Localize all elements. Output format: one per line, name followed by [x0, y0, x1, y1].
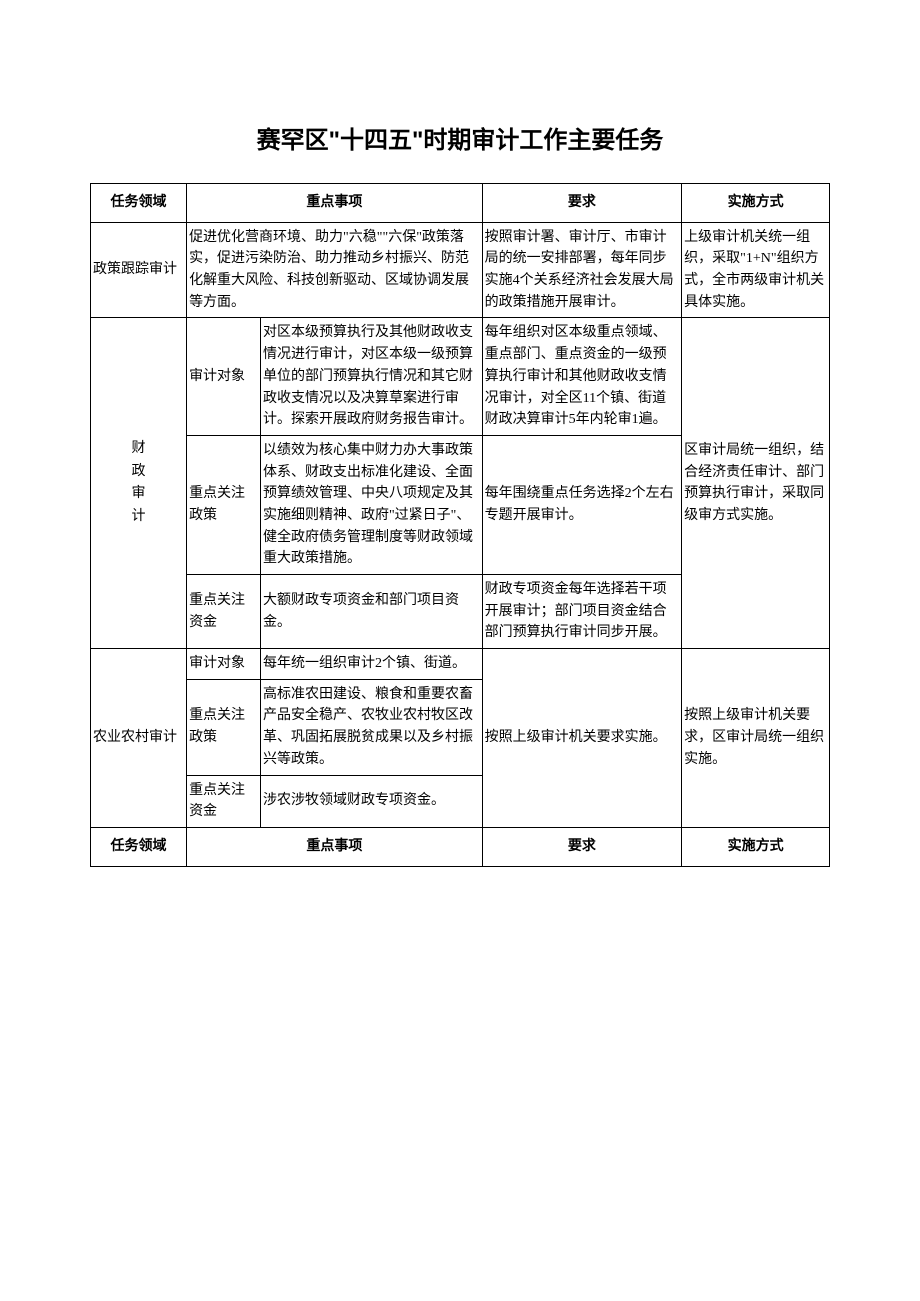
- cell-sub-label: 审计对象: [187, 318, 261, 435]
- table-row: 政策跟踪审计 促进优化营商环境、助力"六稳""六保"政策落实，促进污染防治、助力…: [91, 222, 830, 318]
- table-row: 农业农村审计 审计对象 每年统一组织审计2个镇、街道。 按照上级审计机关要求实施…: [91, 649, 830, 680]
- cell-field: 财政审计: [91, 318, 187, 649]
- cell-sub-label: 重点关注政策: [187, 435, 261, 574]
- cell-sub-label: 重点关注资金: [187, 775, 261, 827]
- cell-requirement: 按照上级审计机关要求实施。: [482, 649, 682, 828]
- cell-sub-matter: 对区本级预算执行及其他财政收支情况进行审计，对区本级一级预算单位的部门预算执行情…: [260, 318, 482, 435]
- header-implementation: 实施方式: [682, 184, 830, 223]
- table-header-row: 任务领域 重点事项 要求 实施方式: [91, 827, 830, 866]
- document-page: 赛罕区"十四五"时期审计工作主要任务 任务领域 重点事项 要求 实施方式 政策跟…: [0, 0, 920, 927]
- cell-sub-matter: 每年统一组织审计2个镇、街道。: [260, 649, 482, 680]
- cell-implementation: 区审计局统一组织，结合经济责任审计、部门预算执行审计，采取同级审方式实施。: [682, 318, 830, 649]
- cell-sub-req: 财政专项资金每年选择若干项开展审计；部门项目资金结合部门预算执行审计同步开展。: [482, 575, 682, 649]
- header-requirement: 要求: [482, 827, 682, 866]
- cell-sub-label: 重点关注资金: [187, 575, 261, 649]
- cell-sub-req: 每年组织对区本级重点领域、重点部门、重点资金的一级预算执行审计和其他财政收支情况…: [482, 318, 682, 435]
- cell-field-text: 财政审计: [132, 438, 146, 528]
- cell-field: 农业农村审计: [91, 649, 187, 828]
- cell-sub-matter: 以绩效为核心集中财力办大事政策体系、财政支出标准化建设、全面预算绩效管理、中央八…: [260, 435, 482, 574]
- table-row: 财政审计 审计对象 对区本级预算执行及其他财政收支情况进行审计，对区本级一级预算…: [91, 318, 830, 435]
- cell-implementation: 上级审计机关统一组织，采取"1+N"组织方式，全市两级审计机关具体实施。: [682, 222, 830, 318]
- cell-key-matters: 促进优化营商环境、助力"六稳""六保"政策落实，促进污染防治、助力推动乡村振兴、…: [187, 222, 483, 318]
- table-header-row: 任务领域 重点事项 要求 实施方式: [91, 184, 830, 223]
- cell-sub-label: 重点关注政策: [187, 679, 261, 775]
- cell-sub-label: 审计对象: [187, 649, 261, 680]
- header-field: 任务领域: [91, 184, 187, 223]
- cell-requirement: 按照审计署、审计厅、市审计局的统一安排部署，每年同步实施4个关系经济社会发展大局…: [482, 222, 682, 318]
- header-implementation: 实施方式: [682, 827, 830, 866]
- header-requirement: 要求: [482, 184, 682, 223]
- cell-sub-req: 每年围绕重点任务选择2个左右专题开展审计。: [482, 435, 682, 574]
- header-key-matters: 重点事项: [187, 827, 483, 866]
- main-table: 任务领域 重点事项 要求 实施方式 政策跟踪审计 促进优化营商环境、助力"六稳"…: [90, 183, 830, 867]
- cell-implementation: 按照上级审计机关要求，区审计局统一组织实施。: [682, 649, 830, 828]
- cell-sub-matter: 大额财政专项资金和部门项目资金。: [260, 575, 482, 649]
- header-field: 任务领域: [91, 827, 187, 866]
- cell-sub-matter: 涉农涉牧领域财政专项资金。: [260, 775, 482, 827]
- page-title: 赛罕区"十四五"时期审计工作主要任务: [90, 120, 830, 155]
- cell-sub-matter: 高标准农田建设、粮食和重要农畜产品安全稳产、农牧业农村牧区改革、巩固拓展脱贫成果…: [260, 679, 482, 775]
- header-key-matters: 重点事项: [187, 184, 483, 223]
- cell-field: 政策跟踪审计: [91, 222, 187, 318]
